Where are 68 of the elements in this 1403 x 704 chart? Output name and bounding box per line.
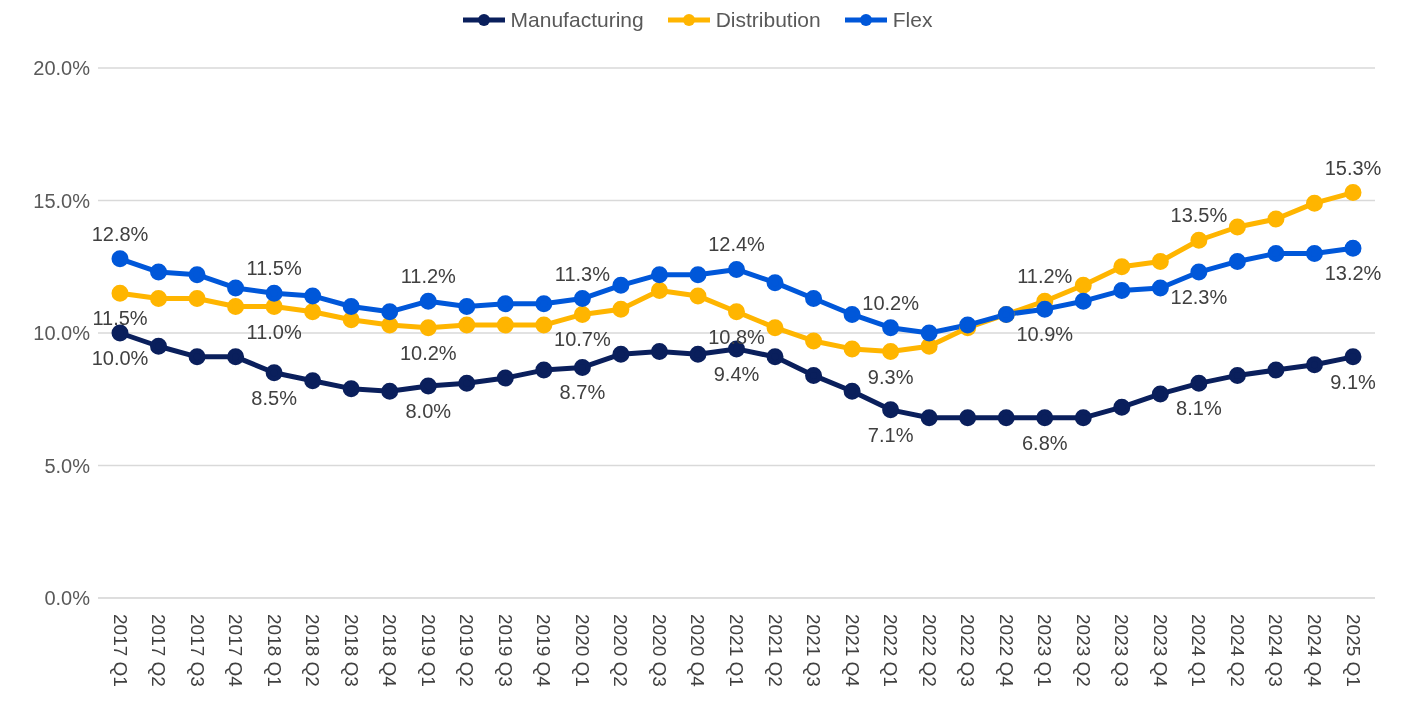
data-label: 11.0%: [246, 320, 302, 343]
data-label: 9.3%: [867, 365, 914, 388]
y-tick-label: 20.0%: [33, 57, 91, 80]
x-tick-label: 2024 Q2: [1226, 614, 1248, 687]
x-tick-label: 2019 Q2: [456, 614, 478, 687]
x-tick-label: 2018 Q3: [340, 614, 362, 687]
data-label: 7.1%: [867, 423, 914, 446]
x-tick-label: 2022 Q2: [918, 614, 940, 687]
x-tick-label: 2023 Q4: [1149, 614, 1171, 688]
x-tick-label: 2022 Q1: [880, 614, 902, 687]
y-tick-label: 10.0%: [33, 322, 91, 345]
data-label: 10.0%: [91, 347, 149, 369]
data-label: 10.7%: [554, 328, 611, 351]
x-tick-label: 2023 Q1: [1034, 614, 1056, 687]
x-tick-label: 2024 Q4: [1303, 614, 1325, 688]
x-tick-label: 2017 Q1: [109, 614, 131, 687]
x-tick-label: 2024 Q1: [1188, 614, 1210, 687]
legend-label: Flex: [892, 8, 933, 32]
legend-label: Manufacturing: [510, 8, 644, 32]
data-label: 11.2%: [400, 265, 457, 288]
x-tick-label: 2019 Q4: [533, 614, 555, 688]
y-tick-label: 0.0%: [44, 587, 91, 610]
x-tick-label: 2021 Q4: [841, 614, 863, 688]
data-label: 11.5%: [92, 307, 148, 330]
x-tick-label: 2021 Q2: [764, 614, 786, 687]
x-tick-label: 2017 Q3: [186, 614, 208, 687]
data-label: 9.1%: [1330, 370, 1377, 393]
data-label: 12.4%: [708, 233, 766, 256]
x-tick-label: 2019 Q1: [417, 614, 439, 687]
data-label: 8.1%: [1176, 397, 1222, 420]
x-tick-label: 2020 Q3: [648, 614, 670, 687]
data-label: 13.5%: [1170, 204, 1228, 227]
x-tick-label: 2018 Q4: [379, 614, 401, 688]
data-label: 12.3%: [1170, 286, 1228, 309]
data-label: 9.4%: [713, 362, 760, 385]
x-tick-label: 2021 Q1: [726, 614, 747, 687]
data-label: 11.3%: [554, 262, 611, 285]
data-label: 8.0%: [405, 400, 452, 422]
data-label: 8.7%: [559, 381, 606, 404]
x-tick-label: 2023 Q3: [1111, 614, 1133, 687]
legend-label: Distribution: [715, 8, 821, 32]
data-label: 11.5%: [246, 257, 302, 280]
x-tick-label: 2018 Q1: [263, 614, 285, 687]
x-tick-label: 2018 Q2: [302, 614, 324, 687]
x-tick-label: 2023 Q2: [1072, 614, 1094, 687]
data-label: 10.2%: [399, 341, 457, 364]
x-tick-label: 2025 Q1: [1342, 614, 1364, 687]
x-tick-label: 2020 Q1: [571, 614, 593, 687]
data-label: 6.8%: [1021, 431, 1068, 454]
data-label: 10.8%: [708, 325, 766, 348]
y-tick-label: 5.0%: [44, 454, 91, 477]
data-label: 15.3%: [1324, 156, 1382, 179]
data-label: 11.2%: [1017, 265, 1073, 288]
x-tick-label: 2022 Q3: [957, 614, 979, 687]
x-tick-label: 2019 Q3: [494, 614, 516, 687]
data-label: 8.5%: [251, 386, 298, 409]
x-tick-label: 2022 Q4: [995, 614, 1017, 688]
data-label: 10.9%: [1016, 323, 1074, 346]
data-label: 13.2%: [1324, 262, 1382, 285]
x-tick-label: 2017 Q4: [225, 614, 247, 688]
x-tick-label: 2020 Q4: [687, 614, 709, 688]
y-tick-label: 15.0%: [33, 189, 91, 212]
data-label: 10.2%: [862, 291, 920, 314]
x-tick-label: 2020 Q2: [610, 614, 632, 687]
x-tick-label: 2021 Q3: [803, 614, 825, 687]
x-tick-label: 2024 Q3: [1265, 614, 1287, 687]
x-tick-label: 2017 Q2: [148, 614, 170, 687]
data-label: 12.8%: [91, 222, 149, 245]
